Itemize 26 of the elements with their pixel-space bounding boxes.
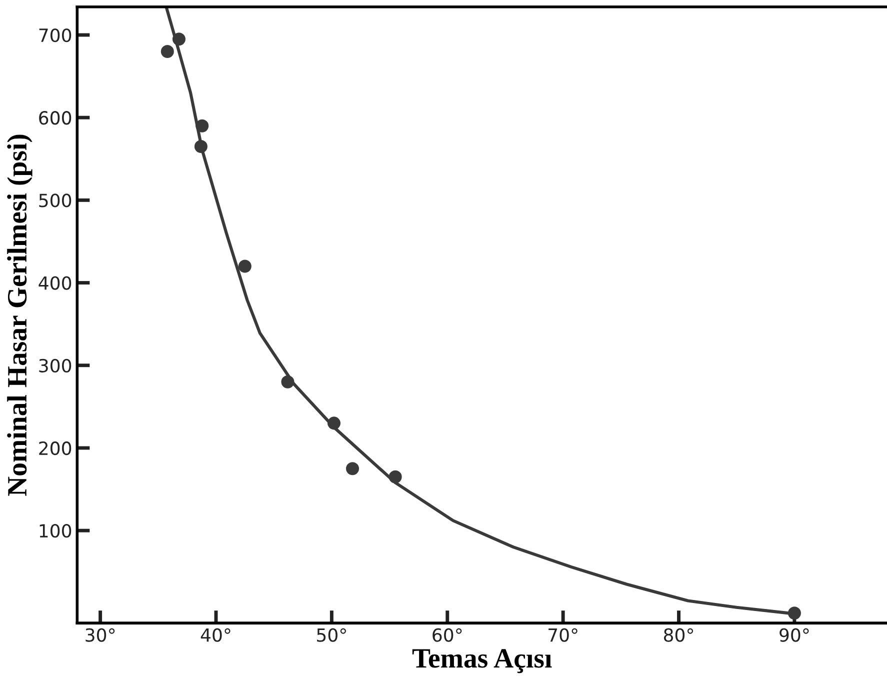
x-tick-label: 60° [432, 628, 462, 642]
point [327, 416, 341, 430]
x-tick-label: 80° [664, 628, 694, 642]
y-tick-label: 300 [39, 358, 72, 372]
point [388, 470, 402, 484]
point [281, 375, 294, 388]
point [160, 44, 174, 58]
point [346, 462, 360, 476]
x-tick-label: 70° [548, 628, 578, 642]
y-axis-title: Nominal Hasar Gerilmesi (psi) [7, 134, 32, 496]
x-tick-label: 40° [200, 628, 230, 642]
y-tick-label: 700 [39, 28, 72, 42]
y-tick-label: 200 [39, 441, 72, 456]
point [196, 119, 209, 132]
y-tick-label: 400 [38, 276, 72, 290]
x-tick-label: 90° [780, 628, 809, 642]
point [238, 260, 252, 273]
point [194, 140, 208, 153]
point [788, 606, 801, 620]
x-axis-title: Temas Açısı [412, 649, 552, 674]
y-tick-label: 600 [39, 111, 72, 125]
point [172, 32, 186, 46]
y-tick-label: 500 [39, 194, 72, 208]
y-tick-label: 100 [40, 524, 72, 538]
x-tick-label: 30° [86, 628, 115, 642]
x-tick-label: 50° [317, 628, 346, 642]
